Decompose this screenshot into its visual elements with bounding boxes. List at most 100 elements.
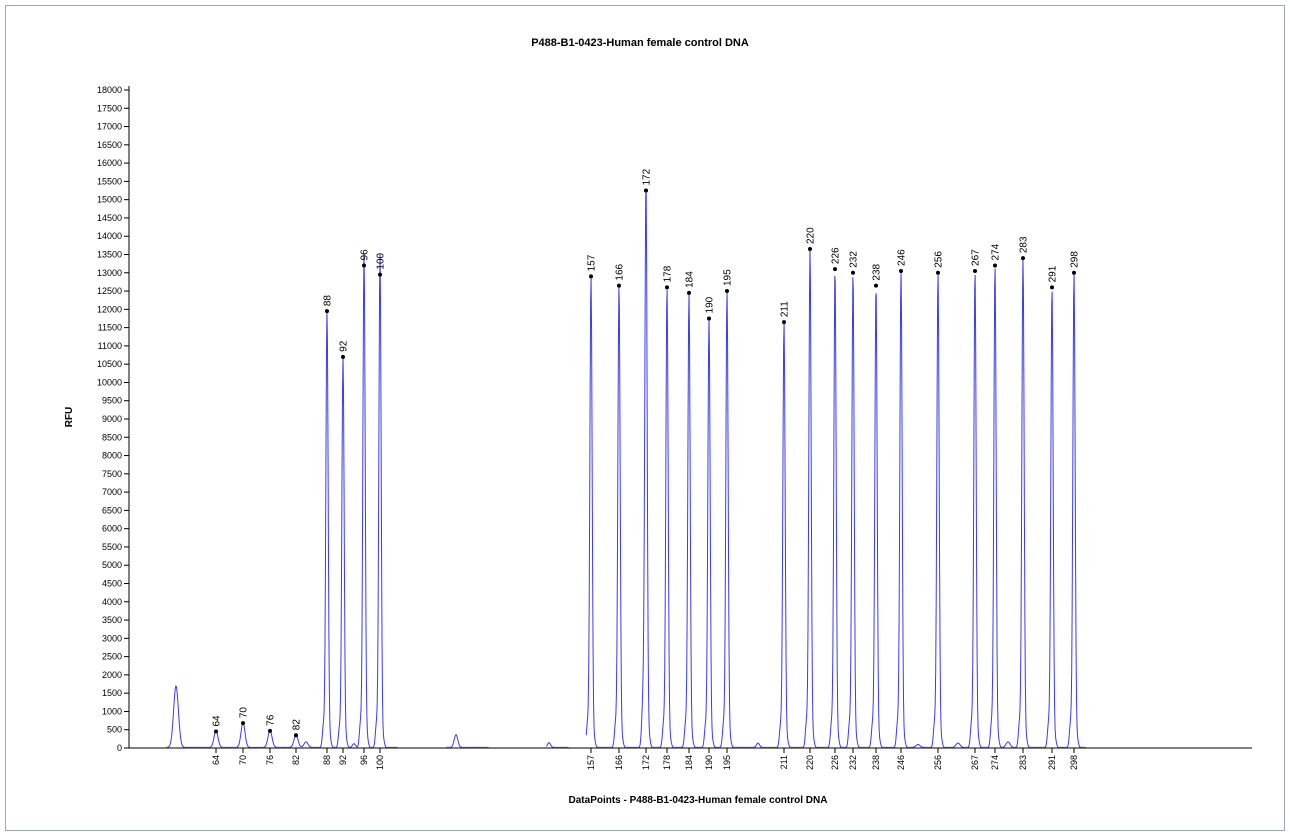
y-axis: 0 500 1000 1500 2000 2500 3000 3500 4000 4500 5000… bbox=[97, 85, 130, 753]
y-tick-label: 13000 bbox=[97, 268, 122, 278]
y-tick-label: 3500 bbox=[102, 615, 122, 625]
x-tick-label: 220 bbox=[805, 755, 815, 770]
peak-label: 256 bbox=[934, 251, 945, 268]
x-tick-label: 178 bbox=[662, 755, 672, 770]
x-tick-label: 232 bbox=[848, 755, 858, 770]
peak-label: 100 bbox=[376, 252, 387, 269]
x-tick-label: 92 bbox=[338, 755, 348, 765]
peak-marker-dot bbox=[214, 729, 218, 734]
chart-panel: P488-B1-0423-Human female control DNA RF… bbox=[5, 5, 1285, 831]
peak-label: 82 bbox=[292, 719, 303, 731]
x-tick-label: 291 bbox=[1047, 755, 1057, 770]
x-tick-label: 157 bbox=[586, 755, 596, 770]
x-tick-label: 166 bbox=[614, 755, 624, 770]
y-tick-label: 10000 bbox=[97, 377, 122, 387]
y-tick-label: 7500 bbox=[102, 469, 122, 479]
peak-label: 232 bbox=[849, 251, 860, 268]
y-tick-label: 18000 bbox=[97, 85, 122, 95]
peak-marker-dot bbox=[589, 274, 593, 279]
x-axis: 64 70 76 82 88 92 96 100 157 166 172 178 184 190 195 21… bbox=[129, 747, 1252, 770]
x-tick-label: 190 bbox=[704, 755, 714, 770]
x-tick-label: 82 bbox=[291, 755, 301, 765]
peak-marker-dot bbox=[644, 188, 648, 193]
peak-marker-dot bbox=[851, 270, 855, 275]
y-tick-label: 1000 bbox=[102, 706, 122, 716]
peak-label: 70 bbox=[239, 707, 250, 719]
peak-marker-dot bbox=[268, 728, 272, 733]
y-tick-label: 5500 bbox=[102, 542, 122, 552]
x-tick-label: 64 bbox=[211, 755, 221, 765]
chart-title: P488-B1-0423-Human female control DNA bbox=[531, 37, 749, 49]
y-tick-label: 2000 bbox=[102, 670, 122, 680]
peak-marker-dot bbox=[362, 263, 366, 268]
peak-marker-dot bbox=[973, 268, 977, 273]
y-tick-label: 5000 bbox=[102, 560, 122, 570]
x-tick-label: 96 bbox=[359, 755, 369, 765]
x-tick-label: 267 bbox=[970, 755, 980, 770]
peak-label: 96 bbox=[360, 249, 371, 261]
peak-marker-dot bbox=[687, 290, 691, 295]
peak-label: 166 bbox=[615, 263, 626, 280]
peak-marker-dot bbox=[993, 263, 997, 268]
x-tick-label: 184 bbox=[684, 755, 694, 770]
y-tick-label: 2500 bbox=[102, 652, 122, 662]
x-tick-label: 283 bbox=[1018, 755, 1028, 770]
chart-svg: P488-B1-0423-Human female control DNA RF… bbox=[64, 37, 1252, 806]
peak-label: 157 bbox=[587, 254, 598, 271]
x-tick-label: 226 bbox=[830, 755, 840, 770]
y-tick-label: 17500 bbox=[97, 103, 122, 113]
y-tick-label: 8000 bbox=[102, 451, 122, 461]
x-tick-label: 88 bbox=[322, 755, 332, 765]
x-tick-label: 298 bbox=[1069, 755, 1079, 770]
peak-label: 238 bbox=[872, 263, 883, 280]
peak-marker-dot bbox=[1072, 270, 1076, 275]
peak-label: 190 bbox=[705, 296, 716, 313]
peak-label: 178 bbox=[663, 265, 674, 282]
peak-marker-dot bbox=[341, 354, 345, 359]
y-tick-label: 9500 bbox=[102, 396, 122, 406]
peak-marker-dot bbox=[617, 283, 621, 288]
peak-label: 246 bbox=[897, 249, 908, 266]
y-tick-label: 10500 bbox=[97, 359, 122, 369]
peak-label: 291 bbox=[1048, 265, 1059, 282]
peak-label: 76 bbox=[266, 714, 277, 726]
peak-label: 184 bbox=[685, 271, 696, 288]
y-axis-label: RFU bbox=[64, 407, 75, 428]
x-tick-label: 195 bbox=[722, 755, 732, 770]
peak-marker-dot bbox=[833, 267, 837, 272]
peak-markers: 64 70 76 82 88 92 96 100 157 166 172 178 184 190 195 21… bbox=[212, 168, 1081, 738]
peak-label: 267 bbox=[971, 249, 982, 266]
y-tick-label: 11000 bbox=[98, 341, 122, 351]
peak-label: 64 bbox=[212, 715, 223, 727]
peak-marker-dot bbox=[725, 289, 729, 294]
y-tick-label: 500 bbox=[107, 725, 122, 735]
y-tick-label: 16500 bbox=[97, 140, 122, 150]
x-tick-label: 76 bbox=[265, 755, 275, 765]
peak-label: 92 bbox=[339, 340, 350, 352]
peak-marker-dot bbox=[378, 272, 382, 277]
peak-label: 220 bbox=[806, 227, 817, 244]
electropherogram-trace bbox=[166, 188, 1086, 748]
peak-marker-dot bbox=[665, 285, 669, 290]
peak-marker-dot bbox=[808, 247, 812, 252]
x-axis-label: DataPoints - P488-B1-0423-Human female c… bbox=[569, 795, 828, 806]
x-tick-label: 274 bbox=[990, 755, 1000, 770]
peak-marker-dot bbox=[936, 270, 940, 275]
y-tick-label: 15000 bbox=[97, 195, 122, 205]
y-tick-label: 6000 bbox=[102, 524, 122, 534]
peak-label: 172 bbox=[642, 168, 653, 185]
peak-marker-dot bbox=[1021, 256, 1025, 261]
x-tick-label: 256 bbox=[933, 755, 943, 770]
y-tick-label: 9000 bbox=[102, 414, 122, 424]
y-tick-label: 4500 bbox=[102, 579, 122, 589]
y-tick-label: 4000 bbox=[102, 597, 122, 607]
peak-label: 211 bbox=[780, 301, 791, 317]
peak-marker-dot bbox=[241, 721, 245, 726]
peak-marker-dot bbox=[707, 316, 711, 321]
y-tick-label: 12000 bbox=[97, 304, 122, 314]
x-tick-label: 238 bbox=[871, 755, 881, 770]
y-tick-label: 17000 bbox=[97, 122, 122, 132]
y-tick-label: 14500 bbox=[97, 213, 122, 223]
y-tick-label: 1500 bbox=[102, 688, 122, 698]
x-tick-label: 70 bbox=[238, 755, 248, 765]
